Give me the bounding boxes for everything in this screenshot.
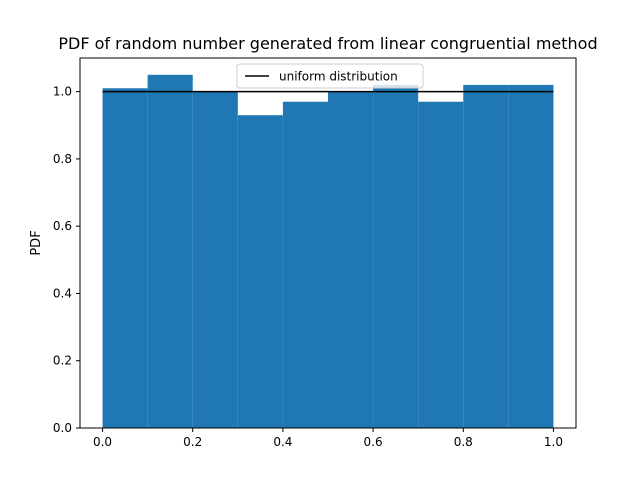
histogram-bar xyxy=(463,84,509,428)
y-tick-label: 1.0 xyxy=(53,85,72,99)
y-tick-label: 0.0 xyxy=(53,421,72,435)
histogram-bar xyxy=(373,84,419,428)
y-tick-label: 0.2 xyxy=(53,354,72,368)
histogram-bar xyxy=(237,115,283,428)
y-axis-label: PDF xyxy=(29,230,44,255)
legend-box xyxy=(236,63,424,89)
x-tick-label: 0.0 xyxy=(93,435,112,449)
x-tick-label: 0.2 xyxy=(183,435,202,449)
x-tick-label: 0.4 xyxy=(273,435,292,449)
histogram-bar xyxy=(508,84,554,428)
x-axis-ticks: 0.0 0.2 0.4 0.6 0.8 1.0 xyxy=(93,428,563,449)
histogram-bar xyxy=(102,88,148,428)
x-tick-label: 0.6 xyxy=(364,435,383,449)
chart-title: PDF of random number generated from line… xyxy=(58,34,597,53)
histogram-bars xyxy=(102,74,554,429)
y-tick-label: 0.6 xyxy=(53,219,72,233)
plot-frame xyxy=(79,57,577,429)
y-tick-label: 0.4 xyxy=(53,286,72,300)
y-tick-label: 0.8 xyxy=(53,152,72,166)
legend: uniform distribution xyxy=(236,63,424,89)
y-axis-ticks: 0.0 0.2 0.4 0.6 0.8 1.0 xyxy=(53,85,80,435)
x-tick-label: 0.8 xyxy=(454,435,473,449)
x-tick-label: 1.0 xyxy=(544,435,563,449)
legend-label: uniform distribution xyxy=(279,70,398,84)
histogram-bar xyxy=(328,91,374,429)
histogram-bar xyxy=(418,101,464,429)
histogram-bar xyxy=(282,101,328,429)
histogram-bar xyxy=(147,74,193,429)
histogram-bar xyxy=(192,91,238,429)
